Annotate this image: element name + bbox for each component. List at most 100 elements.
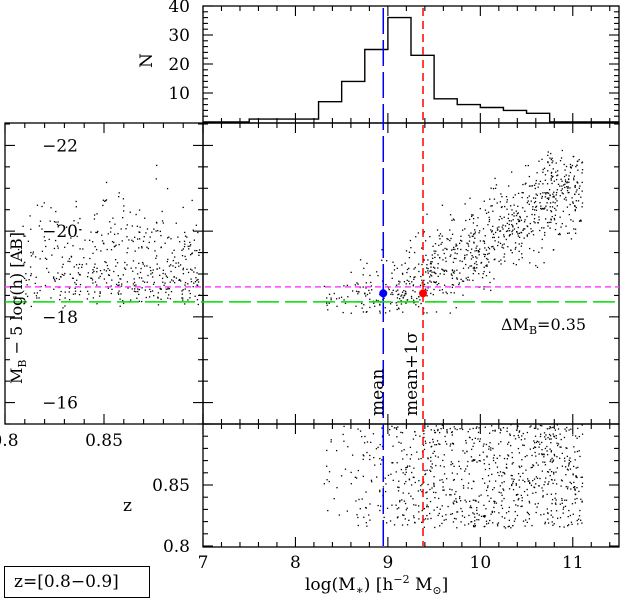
data-point bbox=[156, 255, 158, 257]
data-point bbox=[433, 484, 435, 486]
data-point bbox=[541, 453, 543, 456]
data-point bbox=[581, 162, 583, 164]
data-point bbox=[138, 238, 141, 240]
data-point bbox=[28, 279, 30, 281]
data-point bbox=[122, 302, 125, 305]
data-point bbox=[430, 266, 432, 268]
data-point bbox=[570, 488, 572, 490]
data-point bbox=[432, 441, 434, 443]
data-point bbox=[552, 524, 554, 526]
data-point bbox=[507, 217, 509, 220]
data-point bbox=[441, 268, 443, 270]
data-point bbox=[518, 258, 520, 261]
data-point bbox=[330, 441, 332, 443]
data-point bbox=[573, 228, 575, 230]
data-point bbox=[485, 274, 488, 277]
data-point bbox=[122, 300, 124, 302]
data-point bbox=[555, 222, 557, 225]
data-point bbox=[435, 464, 437, 467]
data-point bbox=[472, 480, 475, 482]
data-point bbox=[69, 273, 71, 275]
data-point bbox=[193, 271, 195, 273]
data-point bbox=[144, 289, 146, 291]
data-point bbox=[563, 175, 566, 178]
data-point bbox=[90, 277, 92, 279]
data-point bbox=[518, 243, 520, 245]
data-point bbox=[508, 510, 510, 513]
data-point bbox=[362, 311, 365, 313]
data-point bbox=[575, 476, 577, 478]
data-point bbox=[559, 185, 561, 187]
data-point bbox=[379, 310, 381, 312]
data-point bbox=[517, 212, 519, 214]
data-point bbox=[493, 259, 495, 261]
data-point bbox=[542, 490, 544, 492]
data-point bbox=[427, 270, 429, 272]
data-point bbox=[179, 264, 182, 266]
data-point bbox=[122, 274, 124, 276]
data-point bbox=[571, 503, 574, 505]
histogram-tick-label: 10 bbox=[168, 84, 190, 104]
data-point bbox=[550, 478, 553, 481]
data-point bbox=[383, 516, 385, 519]
data-point bbox=[526, 454, 528, 457]
data-point bbox=[524, 228, 526, 230]
data-point bbox=[113, 241, 115, 244]
data-point bbox=[520, 465, 523, 467]
data-point bbox=[574, 205, 576, 208]
data-point bbox=[471, 235, 474, 237]
data-point bbox=[561, 192, 563, 194]
data-point bbox=[560, 178, 562, 180]
data-point bbox=[146, 228, 149, 230]
data-point bbox=[451, 219, 453, 222]
data-point bbox=[520, 505, 522, 508]
data-point bbox=[187, 283, 189, 285]
data-point bbox=[149, 288, 151, 291]
data-point bbox=[559, 195, 561, 197]
data-point bbox=[412, 515, 415, 517]
data-point bbox=[403, 295, 405, 297]
data-point bbox=[323, 483, 326, 485]
data-point bbox=[543, 436, 546, 438]
data-point bbox=[529, 426, 531, 428]
data-point bbox=[533, 214, 536, 216]
data-point bbox=[468, 514, 470, 517]
data-point bbox=[550, 179, 552, 181]
data-point bbox=[512, 262, 515, 265]
data-point bbox=[541, 227, 543, 229]
data-point bbox=[105, 261, 107, 264]
data-point bbox=[535, 462, 538, 464]
data-point bbox=[513, 520, 516, 522]
data-point bbox=[159, 230, 161, 233]
data-point bbox=[197, 278, 199, 281]
data-point bbox=[580, 219, 582, 221]
data-point bbox=[452, 248, 454, 251]
data-point bbox=[30, 228, 32, 230]
data-point bbox=[413, 251, 416, 254]
data-point bbox=[535, 264, 537, 267]
data-point bbox=[500, 206, 503, 209]
data-point bbox=[500, 492, 502, 494]
data-point bbox=[363, 292, 366, 294]
data-point bbox=[123, 267, 126, 269]
data-point bbox=[482, 228, 485, 230]
data-point bbox=[402, 297, 404, 299]
data-point bbox=[43, 202, 45, 204]
data-point bbox=[438, 512, 440, 515]
data-point bbox=[548, 433, 551, 436]
data-point bbox=[379, 489, 381, 491]
data-point bbox=[472, 279, 474, 282]
data-point bbox=[392, 293, 394, 296]
data-point bbox=[477, 251, 480, 253]
data-point bbox=[574, 502, 577, 504]
data-point bbox=[529, 262, 531, 264]
data-point bbox=[366, 441, 369, 443]
data-point bbox=[34, 256, 37, 258]
data-point bbox=[427, 287, 429, 289]
data-point bbox=[421, 247, 423, 249]
data-point bbox=[172, 265, 174, 267]
data-point bbox=[452, 271, 455, 273]
data-point bbox=[110, 227, 112, 229]
data-point bbox=[550, 426, 552, 429]
data-point bbox=[132, 270, 134, 272]
